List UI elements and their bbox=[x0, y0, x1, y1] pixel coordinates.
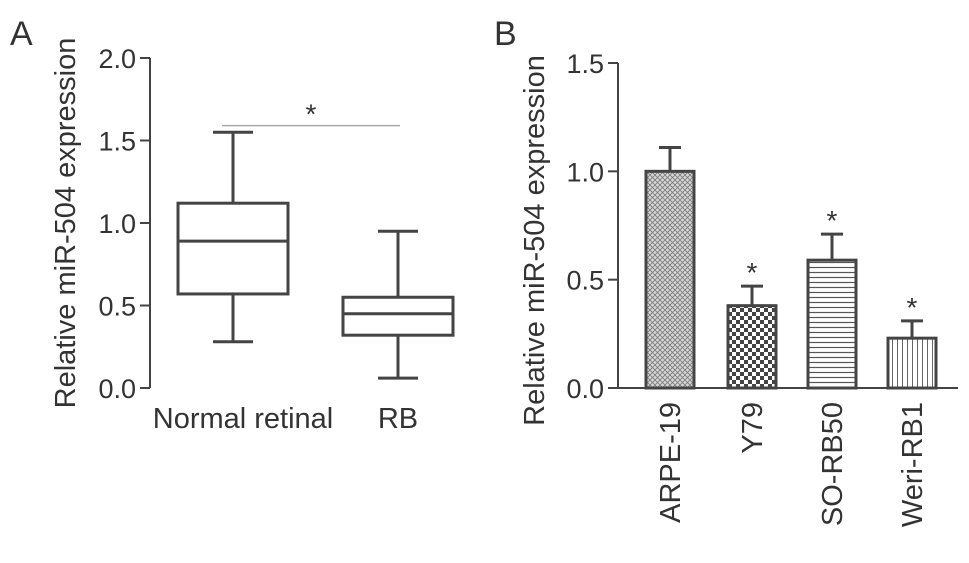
significance-star: * bbox=[747, 257, 758, 288]
significance-star: * bbox=[907, 292, 918, 323]
y-tick-label: 2.0 bbox=[98, 44, 136, 74]
box-rb bbox=[341, 229, 455, 380]
bar bbox=[886, 336, 938, 390]
y-axis-label: Relative miR-504 expression bbox=[50, 38, 82, 409]
panel-b-label: B bbox=[494, 15, 517, 53]
bar bbox=[644, 169, 696, 390]
box-series bbox=[176, 130, 455, 380]
x-tick-label: Weri-RB1 bbox=[897, 402, 929, 527]
iqr-box bbox=[341, 295, 455, 337]
y-tick-label: 1.0 bbox=[566, 157, 604, 187]
bar-weri-rb1: * bbox=[886, 292, 938, 390]
bar bbox=[806, 258, 858, 390]
x-axis-tick-labels: Normal retinal RB bbox=[153, 403, 418, 435]
x-tick-label: Y79 bbox=[737, 402, 769, 454]
x-tick-label: RB bbox=[378, 403, 418, 435]
box-normal-retinal bbox=[176, 130, 290, 344]
bar-chart-panel: Relative miR-504 expression 0.0 0.5 1.0 1.5… bbox=[519, 49, 958, 527]
x-tick-label: SO-RB50 bbox=[817, 402, 849, 526]
y-tick-label: 0.5 bbox=[98, 292, 136, 322]
y-tick-label: 1.5 bbox=[98, 127, 136, 157]
y-axis-label: Relative miR-504 expression bbox=[519, 55, 551, 426]
y-tick-label: 1.0 bbox=[98, 209, 136, 239]
bar bbox=[726, 304, 778, 390]
bar-so-rb50: * bbox=[806, 205, 858, 390]
box-plot-panel: Relative miR-504 expression 0.0 0.5 1.0 1.5… bbox=[50, 38, 455, 435]
x-tick-label: ARPE-19 bbox=[655, 402, 687, 523]
significance-star: * bbox=[827, 205, 838, 236]
panel-a-label: A bbox=[10, 15, 33, 53]
bar-arpe-19 bbox=[644, 146, 696, 390]
y-tick-label: 0.5 bbox=[566, 266, 604, 296]
bar-y79: * bbox=[726, 257, 778, 390]
significance-star: * bbox=[306, 99, 317, 130]
y-axis-ticks: 0.0 0.5 1.0 1.5 2.0 bbox=[98, 44, 150, 404]
y-tick-label: 0.0 bbox=[98, 374, 136, 404]
y-tick-label: 0.0 bbox=[566, 374, 604, 404]
y-tick-label: 1.5 bbox=[566, 49, 604, 79]
y-axis-ticks: 0.0 0.5 1.0 1.5 bbox=[566, 49, 618, 404]
x-tick-label: Normal retinal bbox=[153, 403, 334, 435]
iqr-box bbox=[176, 201, 290, 296]
x-axis-tick-labels: ARPE-19 Y79 SO-RB50 Weri-RB1 bbox=[655, 402, 929, 527]
bar-series: * * * bbox=[644, 146, 938, 390]
